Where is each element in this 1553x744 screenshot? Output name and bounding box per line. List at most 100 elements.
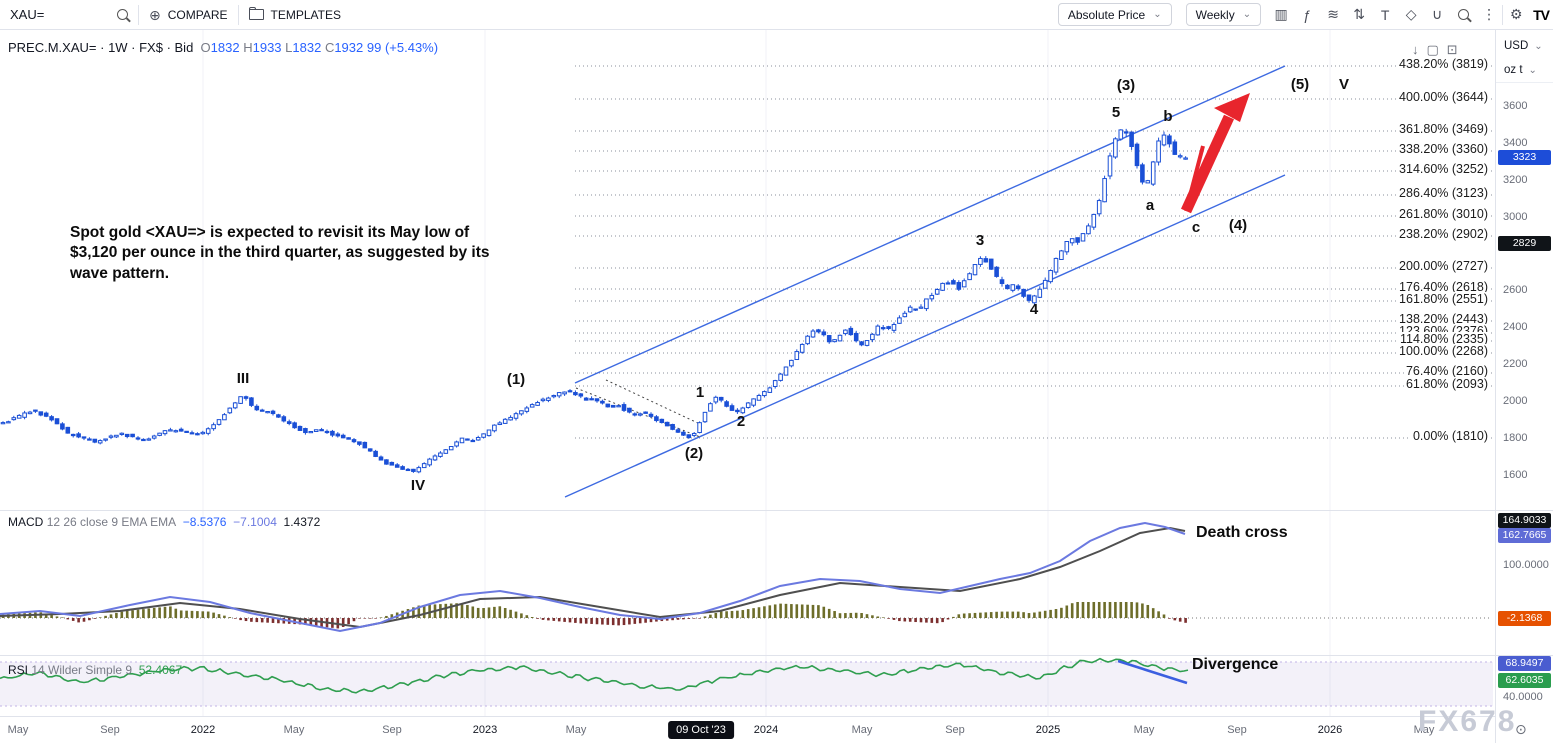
- screenshot-icon[interactable]: ⊡: [1446, 42, 1458, 57]
- toolbar-divider: [237, 4, 239, 25]
- price-mode-value: Absolute Price: [1067, 7, 1146, 22]
- chevron-down-icon: ⌄: [1534, 40, 1543, 52]
- top-toolbar: XAU= ⊕ COMPARE TEMPLATES Absolute Price …: [0, 0, 1553, 30]
- time-label: Sep: [945, 724, 965, 736]
- low-label: L: [285, 40, 293, 55]
- price-mode-select[interactable]: Absolute Price ⌄: [1057, 3, 1172, 26]
- more-options-icon[interactable]: ⋮: [1482, 6, 1497, 22]
- price-tick: 1800: [1503, 432, 1528, 444]
- currency-value: USD: [1504, 40, 1529, 52]
- macd-value-1: −8.5376: [182, 515, 227, 529]
- price-badge: 62.6035: [1498, 673, 1551, 688]
- price-tick: 2400: [1503, 321, 1528, 333]
- rsi-title: RSI: [8, 663, 29, 677]
- price-tick: 3000: [1503, 211, 1528, 223]
- symbol-search[interactable]: XAU=: [0, 0, 138, 29]
- compare-button[interactable]: ⊕ COMPARE: [139, 0, 238, 29]
- pattern-tool-icon[interactable]: ◇: [1405, 6, 1417, 22]
- interval-select[interactable]: Weekly ⌄: [1185, 3, 1262, 26]
- templates-button[interactable]: TEMPLATES: [239, 0, 351, 29]
- price-tick: 3600: [1503, 100, 1528, 112]
- time-badge: 09 Oct '23: [668, 721, 734, 739]
- templates-label: TEMPLATES: [270, 7, 341, 22]
- time-label: 2023: [472, 724, 498, 736]
- toolbar-divider: [1502, 4, 1504, 25]
- time-label: 2025: [1035, 724, 1061, 736]
- pane-action-icons: ↓ ▢ ⊡: [1412, 42, 1458, 58]
- long-short-tool-icon[interactable]: ⇅: [1353, 6, 1365, 22]
- price-tick: 2000: [1503, 395, 1528, 407]
- close-value: 1932: [334, 40, 364, 55]
- compare-label: COMPARE: [167, 7, 228, 22]
- close-label: C: [324, 40, 335, 55]
- time-label: 2026: [1317, 724, 1343, 736]
- settings-gear-icon[interactable]: ⚙: [1509, 6, 1523, 22]
- time-label: Sep: [100, 724, 120, 736]
- rsi-legend[interactable]: RSI 14 Wilder Simple 9 52.4067: [8, 663, 182, 677]
- indicators-icon[interactable]: ƒ: [1303, 6, 1311, 23]
- time-label: May: [283, 724, 305, 736]
- price-badge: 2829: [1498, 236, 1551, 251]
- magnet-icon[interactable]: ∪: [1431, 6, 1443, 22]
- death-cross-label: Death cross: [1196, 524, 1288, 541]
- price-badge: 162.7665: [1498, 528, 1551, 543]
- high-value: 1933: [252, 40, 282, 55]
- price-tick: 2200: [1503, 358, 1528, 370]
- time-label: 2024: [753, 724, 779, 736]
- series-title: PREC.M.XAU=: [8, 40, 97, 55]
- price-badge: 3323: [1498, 150, 1551, 165]
- time-label: May: [851, 724, 873, 736]
- price-badge: 68.9497: [1498, 656, 1551, 671]
- price-tick: 2600: [1503, 284, 1528, 296]
- zoom-in-icon[interactable]: [1450, 7, 1476, 23]
- macd-legend[interactable]: MACD 12 26 close 9 EMA EMA −8.5376 −7.10…: [8, 515, 320, 529]
- chevron-down-icon: ⌄: [1528, 64, 1537, 76]
- divergence-label: Divergence: [1192, 656, 1279, 673]
- text-tool-icon[interactable]: T: [1380, 6, 1390, 23]
- price-tick: 1600: [1503, 469, 1528, 481]
- time-label: May: [7, 724, 29, 736]
- time-axis[interactable]: May Sep 2022 May Sep 2023 May 2024 May Sep 2025 May…: [0, 716, 1495, 744]
- price-badge: -2.1368: [1498, 611, 1551, 626]
- chevron-down-icon: ⌄: [1242, 9, 1252, 20]
- price-tick: 40.0000: [1503, 691, 1543, 703]
- time-label: Sep: [382, 724, 402, 736]
- symbol-text: XAU=: [10, 7, 45, 22]
- series-legend[interactable]: PREC.M.XAU= · 1W · FX$ · Bid O1832 H1933…: [8, 40, 438, 55]
- unit-value: oz t: [1504, 64, 1523, 76]
- macd-params: 12 26 close 9 EMA EMA: [46, 515, 177, 529]
- high-label: H: [243, 40, 253, 55]
- chevron-down-icon: ⌄: [1153, 9, 1162, 20]
- time-label: May: [565, 724, 587, 736]
- elliott-wave-icon[interactable]: ≋: [1327, 6, 1339, 22]
- compare-icon: ⊕: [149, 6, 161, 23]
- price-scale[interactable]: USD ⌄ oz t ⌄ 3600 3400 3200 3000 2600 2400 220…: [1495, 30, 1553, 743]
- time-label: May: [1413, 724, 1435, 736]
- timezone-settings-icon[interactable]: ⊙: [1515, 721, 1527, 737]
- price-badge: 164.9033: [1498, 513, 1551, 528]
- currency-select[interactable]: USD ⌄: [1496, 34, 1553, 59]
- price-tick: 3400: [1503, 137, 1528, 149]
- price-tick: 100.0000: [1503, 559, 1549, 571]
- bar-style-icon[interactable]: ▥: [1274, 6, 1288, 22]
- tradingview-logo: TV: [1533, 6, 1550, 23]
- rsi-value: 52.4067: [138, 663, 183, 677]
- unit-select[interactable]: oz t ⌄: [1496, 58, 1553, 83]
- series-meta: · 1W · FX$ · Bid: [100, 40, 194, 55]
- open-label: O: [200, 40, 211, 55]
- maximize-pane-icon[interactable]: ▢: [1426, 42, 1439, 57]
- search-icon: [117, 9, 128, 20]
- change-value: 99 (+5.43%): [366, 40, 439, 55]
- macd-value-2: −7.1004: [233, 515, 277, 529]
- rsi-params: 14 Wilder Simple 9: [31, 663, 133, 677]
- scale-down-icon[interactable]: ↓: [1412, 42, 1419, 57]
- templates-folder-icon: [248, 6, 264, 20]
- open-value: 1832: [210, 40, 240, 55]
- macd-value-3: 1.4372: [283, 515, 321, 529]
- low-value: 1832: [292, 40, 322, 55]
- time-label: 2022: [190, 724, 216, 736]
- macd-title: MACD: [8, 515, 44, 529]
- time-label: Sep: [1227, 724, 1247, 736]
